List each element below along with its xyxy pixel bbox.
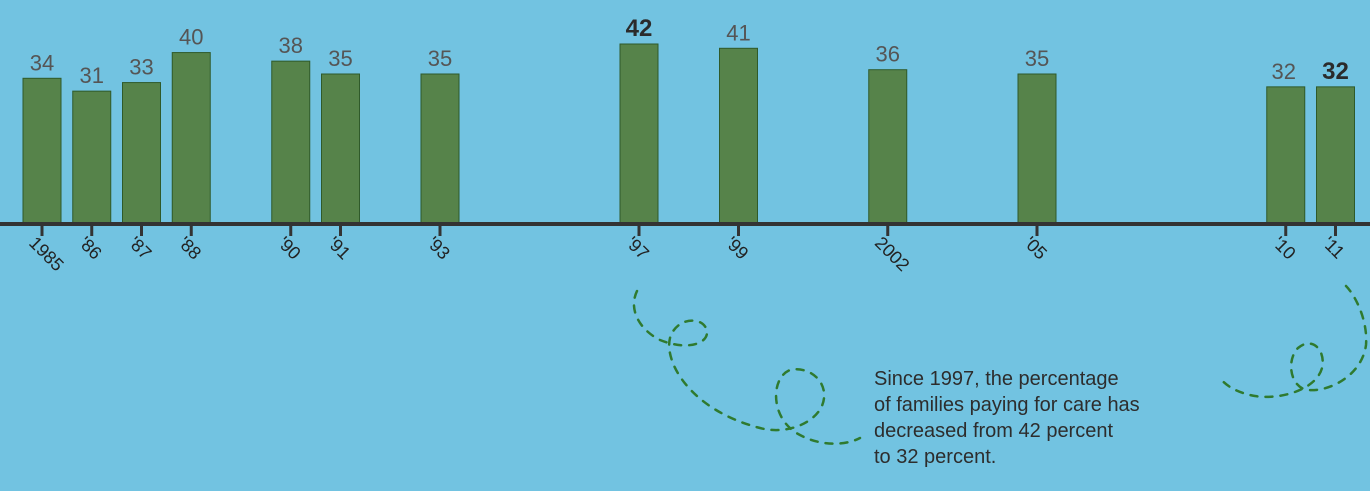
value-label: 33	[129, 55, 153, 80]
bar-10	[1266, 86, 1306, 225]
bar-88	[171, 52, 211, 225]
bar-87	[122, 82, 161, 225]
value-label: 34	[30, 50, 54, 75]
value-label: 36	[876, 42, 900, 67]
bar-90	[271, 60, 311, 225]
tick-label: 2002	[871, 233, 913, 275]
tick-label: '86	[75, 233, 106, 264]
value-label: 32	[1322, 58, 1349, 85]
annotation-line: of families paying for care has	[874, 394, 1140, 416]
swirl-left	[632, 289, 862, 445]
tick-label: '87	[125, 233, 156, 264]
annotation-text: Since 1997, the percentage of families p…	[874, 366, 1254, 470]
swirl-right	[1218, 284, 1368, 399]
bars-group	[22, 43, 1355, 225]
tick-label: '99	[722, 233, 753, 264]
value-label: 35	[1025, 46, 1049, 71]
x-tick-labels: 1985 '86 '87 '88 '90 '91 '93 '97 '99 2002 '05 '10 '1…	[25, 233, 1348, 275]
tick-label: '11	[1319, 233, 1349, 263]
value-labels: 34 31 33 40 38 35 35 42 41 36 35 32 32	[30, 15, 1349, 88]
value-label: 38	[279, 33, 303, 58]
value-label: 35	[428, 46, 452, 71]
annotation-swirls	[632, 284, 1368, 445]
tick-label: '97	[622, 233, 653, 264]
annotation-line: decreased from 42 percent	[874, 420, 1114, 442]
bar-1985	[22, 77, 62, 225]
tick-label: '10	[1269, 233, 1300, 264]
value-label: 32	[1272, 59, 1296, 84]
value-label: 31	[80, 63, 104, 88]
x-ticks	[40, 224, 1337, 236]
bar-97	[619, 43, 659, 225]
tick-label: '88	[174, 233, 205, 264]
bar-99	[719, 47, 758, 225]
bar-11	[1316, 86, 1355, 225]
bar-93	[420, 73, 460, 225]
annotation-line: to 32 percent.	[874, 446, 997, 468]
bar-2002	[868, 69, 908, 225]
value-label: 40	[179, 25, 203, 50]
tick-label: '90	[274, 233, 305, 264]
annotation-line: Since 1997, the percentage	[874, 368, 1119, 390]
value-label: 35	[328, 46, 352, 71]
bar-86	[72, 90, 112, 225]
tick-label: '93	[423, 233, 454, 264]
value-label: 42	[626, 15, 653, 42]
value-label: 41	[726, 20, 750, 45]
tick-label: '05	[1020, 233, 1051, 264]
bar-05	[1017, 73, 1057, 225]
tick-label: '91	[324, 233, 355, 264]
bar-91	[321, 73, 360, 225]
tick-label: 1985	[25, 233, 67, 275]
